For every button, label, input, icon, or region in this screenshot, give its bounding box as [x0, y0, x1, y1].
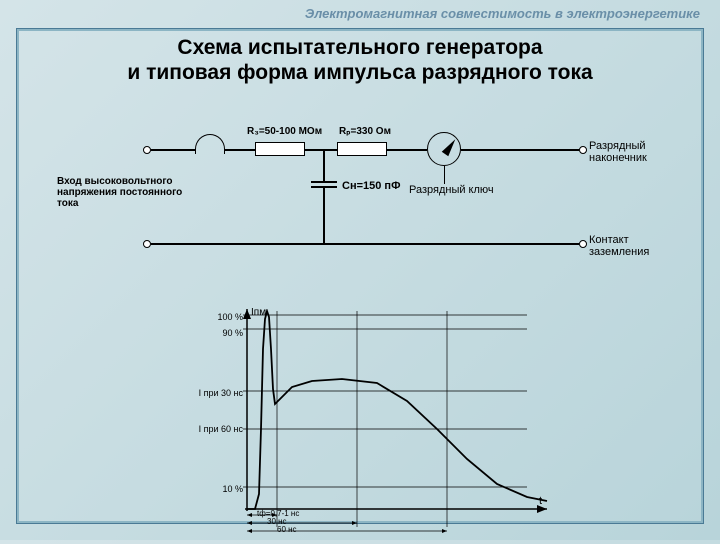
cap-label: Cн=150 пФ — [342, 180, 400, 192]
input-bottom-terminal — [143, 240, 151, 248]
title-line2: и типовая форма импульса разрядного тока — [127, 61, 592, 84]
y-tick-label: I при 60 нс — [195, 425, 243, 434]
r3-resistor — [255, 142, 305, 156]
waveform-svg — [217, 309, 557, 539]
switch-label: Разрядный ключ — [409, 184, 494, 196]
rp-resistor — [337, 142, 387, 156]
input-top-terminal — [143, 146, 151, 154]
output-bottom-terminal — [579, 240, 587, 248]
y-tick-label: 90 % — [195, 329, 243, 338]
hv-switch-icon — [195, 134, 225, 154]
y-tick-label: 10 % — [195, 485, 243, 494]
waveform-chart: Iпм t 100 %90 %I при 30 нсI при 60 нс10 … — [217, 309, 557, 539]
page-header: Электромагнитная совместимость в электро… — [305, 6, 700, 21]
rp-label: Rₚ=330 Ом — [339, 126, 391, 137]
output-top-terminal — [579, 146, 587, 154]
y-tick-label: I при 30 нс — [195, 389, 243, 398]
slide-title: Схема испытательного генератора и типова… — [17, 29, 703, 85]
x-title: t — [539, 495, 542, 507]
output-bottom-label: Контактзаземления — [589, 234, 649, 258]
x-annotation: 60 нс — [277, 525, 297, 534]
content-frame: Схема испытательного генератора и типова… — [16, 28, 704, 524]
input-label: Вход высоковольтногонапряжения постоянно… — [57, 176, 187, 209]
output-top-label: Разрядныйнаконечник — [589, 140, 647, 164]
y-title: Iпм — [251, 307, 266, 318]
r3-label: R₃=50-100 МОм — [247, 126, 322, 137]
circuit-diagram: R₃=50-100 МОм Rₚ=330 Ом Разрядный ключ C… — [147, 124, 627, 274]
y-tick-label: 100 % — [195, 313, 243, 322]
title-line1: Схема испытательного генератора — [177, 36, 542, 59]
